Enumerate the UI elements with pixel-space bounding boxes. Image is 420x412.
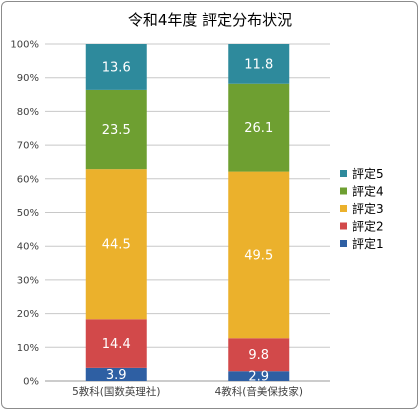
data-label: 3.9 [106, 368, 127, 383]
legend: 評定5 評定4 評定3 評定2 評定1 [340, 166, 384, 251]
data-label: 13.6 [102, 60, 131, 75]
bar-segment [85, 367, 147, 381]
y-tick-label: 100% [10, 40, 39, 51]
legend-swatch [340, 187, 347, 195]
y-tick-label: 20% [17, 309, 39, 320]
legend-swatch [340, 205, 347, 212]
y-tick-label: 30% [17, 275, 39, 286]
data-label: 49.5 [244, 248, 273, 263]
data-labels: 3.9 14.4 44.5 23.5 13.6 2.9 9.8 49.5 26.1 11.8 [102, 57, 273, 384]
legend-label: 評定1 [352, 236, 384, 251]
bar-segment [228, 83, 290, 172]
x-axis-category-labels: 5教科(国数英理社) 4教科(音美保技家) [72, 385, 303, 398]
bar-segment [85, 319, 147, 368]
y-tick-label: 60% [17, 174, 39, 185]
data-label: 26.1 [244, 121, 273, 136]
bar-segment [228, 371, 290, 381]
legend-swatch [340, 240, 347, 247]
y-tick-label: 0% [23, 377, 39, 388]
bar-segment [228, 171, 290, 339]
x-category-label: 4教科(音美保技家) [215, 385, 303, 398]
legend-label: 評定3 [352, 201, 384, 216]
legend-label: 評定2 [352, 219, 384, 234]
bar-segment [228, 338, 290, 372]
data-label: 23.5 [102, 123, 131, 138]
bar-segment [85, 89, 147, 170]
chart-title: 令和4年度 評定分布状況 [128, 11, 292, 29]
data-label: 11.8 [244, 57, 273, 72]
y-tick-label: 70% [17, 141, 39, 152]
bar-segment [85, 169, 147, 320]
y-tick-label: 40% [17, 242, 39, 253]
x-category-label: 5教科(国数英理社) [72, 385, 160, 398]
data-label: 44.5 [102, 238, 131, 253]
legend-swatch [340, 170, 347, 177]
legend-label: 評定5 [352, 166, 384, 181]
y-axis-tick-labels: 0% 10% 20% 30% 40% 50% 60% 70% 80% 90% 100% [10, 40, 39, 388]
data-label: 2.9 [248, 370, 269, 385]
legend-label: 評定4 [352, 184, 384, 199]
bar-segment [228, 44, 290, 84]
legend-swatch [340, 222, 347, 230]
y-tick-label: 50% [17, 208, 39, 219]
data-label: 9.8 [248, 348, 269, 363]
y-tick-label: 10% [17, 343, 39, 354]
y-tick-label: 80% [17, 107, 39, 118]
y-tick-label: 90% [17, 73, 39, 84]
data-label: 14.4 [102, 337, 131, 352]
bar-segment [85, 44, 147, 90]
bar-segments [85, 44, 290, 381]
